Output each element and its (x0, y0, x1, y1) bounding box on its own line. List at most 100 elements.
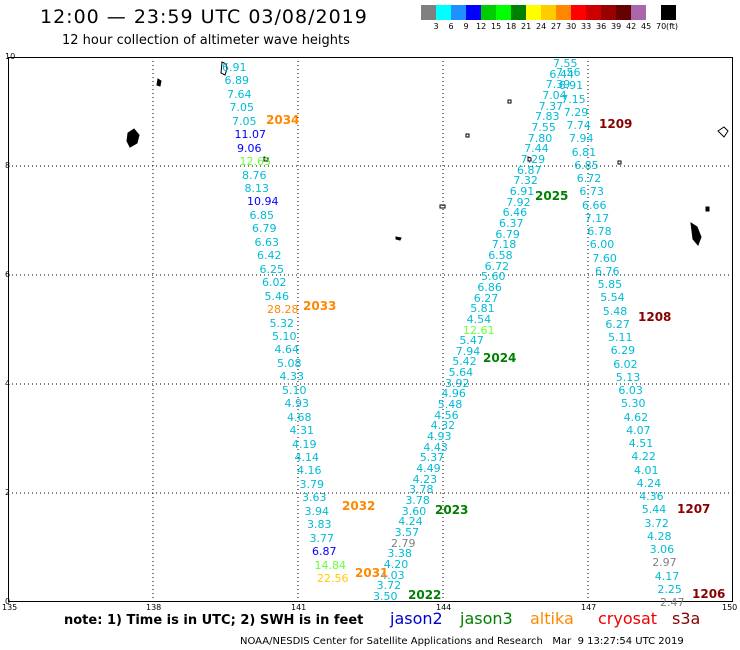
wave-height-value: 6.44 (549, 67, 574, 81)
longitude-tick-label: 138 (146, 603, 162, 612)
island-outline (156, 78, 162, 87)
wave-height-value: 4.36 (639, 490, 664, 503)
wave-height-value: 6.87 (312, 545, 337, 559)
wave-height-value: 4.93 (427, 430, 452, 444)
latitude-tick-label: 2 (5, 488, 11, 497)
pass-time-label: 2022 (408, 588, 442, 602)
color-scale-label: 33 (581, 22, 592, 31)
wave-height-value: 4.31 (289, 424, 315, 438)
wave-height-value: 3.57 (394, 526, 420, 540)
wave-height-value: 6.02 (613, 357, 638, 371)
pass-time-label: 1206 (692, 587, 726, 601)
wave-height-value: 6.42 (257, 249, 282, 263)
satellite-legend-item: cryosat (598, 609, 658, 628)
wave-height-value: 7.15 (561, 92, 586, 106)
longitude-tick-label: 150 (722, 603, 738, 612)
wave-height-value: 5.42 (452, 355, 477, 369)
wave-height-value: 6.87 (517, 163, 542, 177)
wave-height-value: 3.38 (387, 547, 412, 561)
grid-lines (8, 57, 733, 602)
color-scale-label: 27 (551, 22, 562, 31)
wave-height-value: 3.92 (445, 376, 470, 390)
wave-height-value: 6.86 (477, 280, 502, 294)
wave-height-value: 6.72 (484, 259, 510, 273)
wave-height-value: 5.85 (597, 278, 623, 291)
wave-height-value: 4.54 (466, 312, 492, 326)
wave-height-value: 6.81 (571, 145, 597, 159)
wave-height-value: 7.05 (232, 114, 257, 128)
wave-height-value: 6.79 (252, 222, 277, 236)
wave-height-value: 4.33 (279, 370, 305, 384)
wave-height-value: 4.22 (631, 450, 656, 464)
color-scale-swatch (526, 5, 541, 20)
latitude-tick-label: 6 (5, 270, 11, 279)
wave-height-value: 5.48 (602, 304, 628, 318)
wave-height-value: 5.47 (459, 334, 484, 348)
wave-height-value: 7.05 (229, 101, 255, 115)
color-scale-label: 15 (491, 22, 502, 31)
wave-height-value: 4.01 (634, 463, 659, 477)
wave-height-value: 4.62 (623, 410, 649, 424)
wave-height-value: 6.76 (595, 264, 620, 278)
color-scale (421, 5, 676, 20)
wave-height-value: 3.77 (309, 531, 335, 545)
wave-height-value: 7.17 (584, 211, 610, 225)
wave-height-value: 6.91 (222, 61, 247, 74)
wave-height-value: 7.37 (538, 99, 564, 113)
color-scale-label: (ft) (666, 22, 679, 31)
pass-time-label: 2034 (266, 113, 300, 127)
color-scale-swatch (631, 5, 646, 20)
wave-height-value: 5.64 (448, 366, 474, 380)
color-scale-label: 3 (433, 22, 439, 31)
wave-height-value: 3.50 (373, 590, 398, 603)
color-scale-label: 12 (476, 22, 487, 31)
islands (126, 61, 729, 246)
color-scale-label: 39 (611, 22, 622, 31)
island-outline (263, 156, 269, 162)
wave-height-value: 4.24 (636, 476, 662, 490)
color-scale-label: 30 (566, 22, 577, 31)
island-outline (690, 221, 702, 246)
wave-height-value: 3.94 (304, 504, 330, 518)
wave-height-value: 6.85 (249, 208, 275, 222)
wave-height-value: 8.13 (244, 182, 270, 196)
latitude-tick-label: 0 (5, 597, 11, 606)
wave-height-value: 6.27 (605, 317, 630, 331)
longitude-tick-label: 135 (2, 603, 18, 612)
wave-height-value: 5.81 (470, 302, 495, 316)
wave-height-value: 6.78 (587, 225, 612, 238)
wave-height-value: 5.13 (615, 370, 641, 384)
wave-height-value: 3.78 (409, 483, 434, 497)
wave-height-value: 7.39 (545, 78, 571, 92)
wave-height-value: 5.48 (437, 398, 463, 412)
pass-time-label: 2023 (435, 503, 469, 517)
wave-height-value: 6.91 (558, 79, 584, 93)
pass-time-label: 2033 (303, 299, 337, 313)
wave-height-value: 4.93 (284, 397, 310, 411)
latitude-tick-label: 8 (5, 161, 11, 170)
color-scale-swatch (511, 5, 526, 20)
wave-height-value: 7.04 (542, 88, 567, 102)
wave-height-value: 6.29 (610, 344, 636, 358)
map-frame (8, 57, 733, 602)
wave-height-value: 6.00 (589, 238, 615, 252)
wave-height-value: 7.44 (524, 142, 549, 156)
pass-time-label: 1209 (599, 117, 633, 131)
pass-time-label: 2024 (483, 351, 517, 365)
wave-height-value: 7.55 (553, 57, 578, 70)
pass-time-label: 1208 (638, 310, 672, 324)
wave-height-value: 28.28 (267, 303, 299, 317)
color-scale-label: 9 (463, 22, 469, 31)
wave-height-value: 3.72 (376, 579, 402, 593)
island-outline (617, 160, 622, 165)
wave-height-value: 2.79 (391, 536, 416, 550)
wave-height-value: 4.51 (628, 437, 654, 450)
color-scale-label: 6 (448, 22, 454, 31)
island-outline (395, 236, 402, 241)
wave-height-value: 7.29 (520, 152, 546, 166)
wave-height-value: 6.72 (576, 172, 602, 185)
wave-height-value: 4.03 (380, 568, 405, 582)
wave-height-value: 4.68 (287, 410, 312, 424)
wave-height-value: 7.29 (563, 105, 589, 119)
color-scale-swatch (556, 5, 571, 20)
